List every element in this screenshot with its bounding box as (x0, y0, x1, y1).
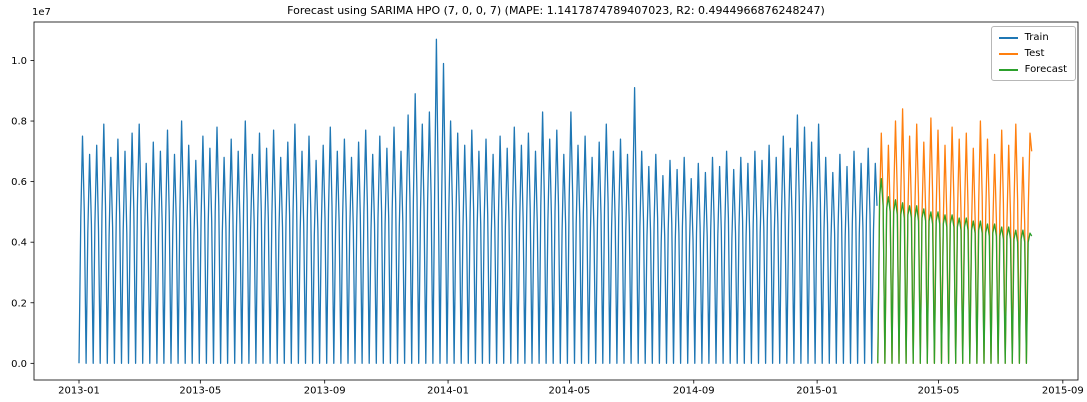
x-tick-label: 2013-01 (58, 386, 100, 397)
train-line-icon (998, 36, 1018, 39)
series-line-forecast (877, 177, 1033, 364)
test-line-icon (998, 52, 1018, 55)
chart-title: Forecast using SARIMA HPO (7, 0, 0, 7) (… (287, 4, 825, 17)
legend-item-train: Train (998, 31, 1067, 44)
legend-label-test: Test (1024, 48, 1045, 59)
y-tick-label: 0.4 (11, 238, 27, 249)
y-tick-label: 0.2 (11, 298, 27, 309)
x-tick-label: 2014-05 (548, 386, 590, 397)
x-tick-label: 2015-01 (796, 386, 838, 397)
legend-item-test: Test (998, 47, 1067, 60)
forecast-line-icon (998, 68, 1018, 71)
y-tick-label: 1.0 (11, 56, 27, 67)
series-line-train (78, 38, 878, 364)
y-axis-offset-label: 1e7 (32, 7, 51, 18)
y-tick-label: 0.0 (11, 359, 27, 370)
x-tick-label: 2013-05 (179, 386, 221, 397)
legend-label-train: Train (1024, 32, 1049, 43)
x-tick-label: 2013-09 (304, 386, 346, 397)
legend-label-forecast: Forecast (1024, 64, 1067, 75)
x-tick-label: 2015-09 (1042, 386, 1084, 397)
x-tick-label: 2014-01 (427, 386, 469, 397)
legend: Train Test Forecast (990, 26, 1076, 81)
y-tick-label: 0.8 (11, 117, 27, 128)
x-tick-label: 2014-09 (673, 386, 715, 397)
legend-item-forecast: Forecast (998, 63, 1067, 76)
x-tick-label: 2015-05 (918, 386, 960, 397)
plot-border (33, 21, 1079, 381)
y-tick-label: 0.6 (11, 177, 27, 188)
